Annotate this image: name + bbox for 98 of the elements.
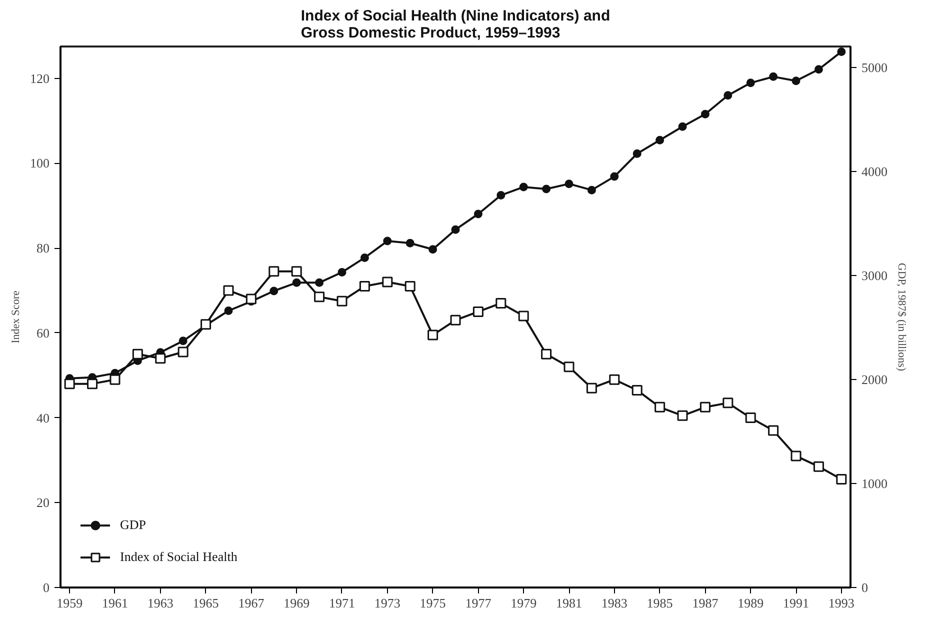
point	[769, 72, 778, 81]
point	[338, 268, 346, 277]
point	[472, 306, 484, 317]
x-tick-label: 1971	[328, 596, 355, 610]
y-tick-label: 80	[36, 240, 50, 256]
point	[746, 78, 755, 88]
point	[270, 286, 278, 296]
y-axis-title: Index Score	[10, 290, 22, 344]
x-tick-label: 1983	[601, 596, 628, 610]
point	[586, 382, 597, 394]
y-tick-label: 120	[30, 70, 50, 86]
point	[519, 182, 528, 192]
x-tick-label: 1961	[102, 596, 128, 610]
point	[110, 374, 120, 385]
point	[291, 266, 302, 277]
point	[428, 245, 438, 254]
point	[836, 474, 847, 485]
y-tick-label: 20	[36, 495, 50, 510]
x-tick-label: 1959	[56, 596, 83, 610]
x-tick-label: 1979	[510, 596, 537, 610]
chart-title: Index of Social Health (Nine Indicators) and Gross Domestic Product, 1959–1993	[300, 8, 610, 42]
point	[132, 348, 143, 360]
point	[359, 280, 370, 292]
y2-tick-label: 5000	[862, 60, 888, 75]
point	[677, 410, 688, 421]
point	[315, 278, 324, 287]
point	[541, 348, 552, 360]
point	[314, 292, 325, 302]
point	[223, 285, 234, 296]
point	[383, 236, 392, 246]
point	[654, 402, 666, 412]
y-tick-label: 60	[36, 325, 50, 340]
point	[745, 412, 756, 424]
x-tick-label: 1989	[738, 596, 764, 610]
point	[700, 110, 710, 118]
point	[518, 310, 529, 322]
point	[496, 191, 506, 200]
x-tick-label: 1973	[374, 596, 400, 610]
legend-label: Index of Social Health	[120, 549, 238, 565]
point	[87, 378, 98, 390]
point	[246, 294, 256, 304]
point	[542, 184, 551, 194]
point	[268, 266, 280, 277]
point	[451, 225, 460, 234]
x-tick-label: 1967	[238, 596, 265, 610]
point	[724, 91, 732, 100]
x-tick-label: 1987	[692, 596, 719, 610]
point	[224, 306, 233, 315]
point	[813, 461, 824, 472]
point	[428, 330, 438, 340]
x-tick-label: 1981	[556, 596, 582, 610]
legend-label: GDP	[120, 517, 146, 533]
point	[564, 362, 574, 372]
y2-tick-label: 4000	[862, 164, 888, 179]
y2-axis-title: GDP, 1987$ (in billions)	[896, 262, 908, 372]
y-tick-label: 40	[36, 410, 50, 426]
x-tick-label: 1965	[192, 596, 219, 610]
point	[610, 172, 619, 181]
point	[382, 276, 393, 288]
point	[790, 450, 802, 462]
point	[155, 353, 166, 364]
point	[178, 346, 188, 358]
x-tick-label: 1985	[646, 596, 673, 610]
point	[404, 280, 416, 292]
point	[292, 278, 301, 287]
point	[336, 296, 348, 306]
point	[837, 47, 846, 56]
x-tick-label: 1993	[828, 596, 854, 610]
y2-tick-label: 0	[862, 580, 868, 595]
y2-tick-label: 2000	[862, 372, 888, 387]
y2-tick-label: 3000	[862, 268, 888, 283]
x-tick-label: 1991	[783, 596, 810, 610]
point	[564, 180, 574, 188]
x-tick-label: 1969	[284, 596, 310, 610]
point	[632, 149, 642, 158]
point	[64, 378, 75, 390]
point	[632, 384, 642, 396]
point	[450, 314, 461, 326]
point	[496, 298, 506, 308]
x-tick-label: 1963	[147, 596, 174, 610]
y-tick-label: 0	[43, 580, 50, 595]
point	[814, 65, 823, 74]
point	[792, 76, 800, 86]
point	[406, 238, 414, 248]
point	[178, 336, 188, 346]
point	[678, 122, 687, 131]
x-tick-label: 1975	[420, 596, 446, 610]
point	[700, 402, 710, 412]
y2-tick-label: 1000	[862, 476, 888, 491]
point	[587, 186, 596, 194]
point	[474, 210, 482, 218]
point	[656, 136, 664, 144]
point	[609, 374, 620, 385]
point	[360, 253, 369, 262]
y-tick-label: 100	[30, 156, 50, 171]
x-tick-label: 1977	[465, 596, 492, 610]
point	[768, 425, 779, 436]
point	[722, 398, 734, 408]
